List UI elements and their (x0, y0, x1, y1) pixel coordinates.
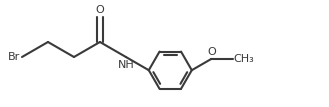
Text: O: O (95, 5, 104, 15)
Text: Br: Br (8, 52, 20, 62)
Text: NH: NH (117, 60, 134, 70)
Text: O: O (207, 47, 215, 57)
Text: CH₃: CH₃ (234, 54, 255, 64)
